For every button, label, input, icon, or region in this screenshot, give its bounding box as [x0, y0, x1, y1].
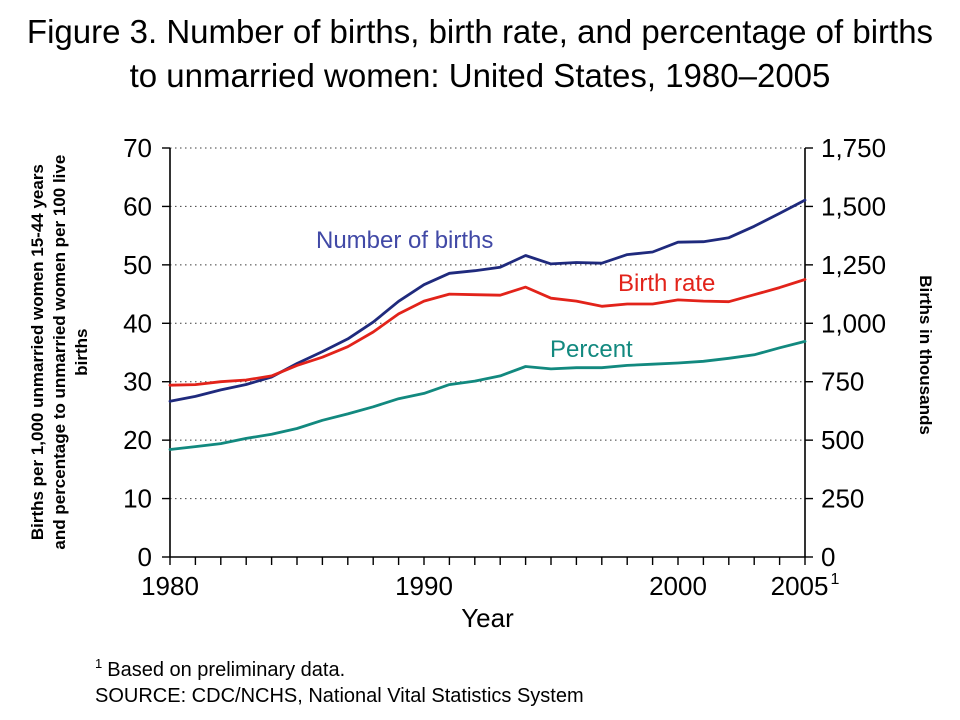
right-axis-tick-label: 250 — [821, 484, 864, 514]
footnote: 1 Based on preliminary data. — [95, 655, 584, 683]
series-label-birth-rate: Birth rate — [618, 270, 716, 297]
right-axis-tick-label: 750 — [821, 367, 864, 397]
left-axis-tick-label: 0 — [138, 542, 152, 572]
left-axis-tick-label: 10 — [123, 484, 152, 514]
x-axis-tick-label: 2005 1 — [771, 571, 840, 601]
left-axis-tick-label: 60 — [123, 191, 152, 221]
footnote-text: Based on preliminary data. — [107, 658, 346, 681]
x-axis-tick-label: 1980 — [141, 571, 199, 601]
x-axis-title: Year — [461, 603, 514, 633]
right-axis-tick-label: 1,500 — [821, 191, 886, 221]
footnotes: 1 Based on preliminary data. SOURCE: CDC/… — [95, 655, 584, 709]
right-axis-tick-label: 0 — [821, 542, 835, 572]
series-line-birth-rate — [168, 278, 807, 387]
source-line: SOURCE: CDC/NCHS, National Vital Statist… — [95, 685, 584, 708]
x-axis-superscript: 1 — [830, 571, 839, 588]
x-axis-tick-label: 1990 — [395, 571, 453, 601]
x-axis-tick-label: 2000 — [649, 571, 707, 601]
right-axis-label: Births in thousands — [916, 275, 935, 435]
left-axis-tick-label: 20 — [123, 425, 152, 455]
right-axis-tick-label: 500 — [821, 425, 864, 455]
left-axis-label: Births per 1,000 unmarried women 15-44 y… — [27, 154, 92, 550]
right-axis-tick-label: 1,750 — [821, 133, 886, 163]
series-label-number-of-births: Number of births — [316, 227, 494, 254]
left-axis-tick-label: 70 — [123, 133, 152, 163]
left-axis-tick-label: 40 — [123, 308, 152, 338]
right-axis-tick-label: 1,000 — [821, 308, 886, 338]
left-axis-tick-label: 30 — [123, 367, 152, 397]
right-axis-tick-label: 1,250 — [821, 250, 886, 280]
figure-title: Figure 3. Number of births, birth rate, … — [26, 13, 934, 94]
series-line-percent — [168, 339, 807, 451]
footnote-marker: 1 — [95, 656, 103, 671]
left-axis-tick-label: 50 — [123, 250, 152, 280]
series-label-percent: Percent — [550, 336, 633, 363]
